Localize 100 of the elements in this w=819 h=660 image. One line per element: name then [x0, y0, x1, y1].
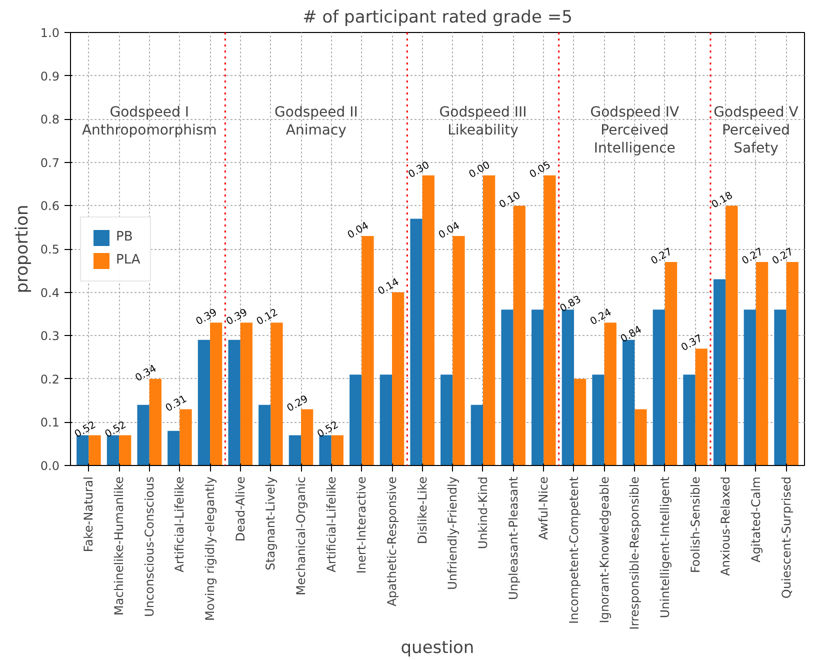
bar — [149, 378, 162, 466]
annotation: 0.24 — [588, 307, 614, 328]
annotation: 0.30 — [406, 160, 432, 181]
bar — [440, 374, 453, 466]
x-tick-label: Stagnant-Lively — [264, 476, 278, 570]
bar — [744, 310, 756, 466]
x-tick-label: Artificial-Lifelike — [324, 476, 338, 572]
bar — [652, 310, 665, 466]
bar — [168, 430, 180, 466]
x-tick-label: Quiescent-Surprised — [779, 476, 794, 598]
chart-title: # of participant rated grade =5 — [302, 8, 572, 28]
annotation: Godspeed IV Perceived Intelligence — [590, 104, 680, 157]
x-tick-label: Unfriendly-Friendly — [446, 476, 460, 590]
bar — [228, 340, 240, 466]
y-tick-label: 0.7 — [40, 156, 60, 170]
annotation: 0.83 — [558, 294, 584, 315]
bar — [482, 175, 496, 466]
annotation: 0.14 — [376, 276, 402, 298]
bar — [726, 206, 738, 466]
bar — [350, 374, 362, 466]
bar — [392, 292, 404, 466]
x-tick-label: Irresponsible-Responsible — [628, 476, 642, 630]
annotation: 0.27 — [770, 246, 796, 268]
x-tick-label: Awful-Nice — [536, 476, 551, 540]
bar — [452, 236, 465, 466]
x-tick-label: Unconscious-Conscious — [142, 476, 156, 617]
annotation: 0.52 — [73, 420, 98, 440]
x-tick-label: Dead-Alive — [233, 476, 248, 542]
annotation: 0.52 — [103, 420, 128, 440]
annotation: 0.04 — [346, 220, 371, 242]
bar — [362, 236, 374, 466]
annotation: 0.29 — [285, 394, 310, 414]
x-axis-title: question — [400, 638, 474, 658]
bar — [240, 322, 252, 466]
x-tick-label: Fake-Natural — [82, 476, 96, 552]
bar — [695, 348, 708, 466]
bar — [137, 404, 150, 466]
bar — [470, 404, 483, 466]
bar — [574, 378, 586, 466]
bar — [119, 435, 132, 466]
bar — [756, 262, 768, 466]
bar — [544, 175, 556, 466]
y-tick-label: 0.4 — [40, 286, 60, 300]
bar — [513, 206, 526, 466]
bar — [422, 175, 434, 466]
x-tick-label: Anxious-Relaxed — [718, 476, 733, 576]
bar — [210, 322, 222, 466]
bar — [106, 435, 120, 466]
bar — [786, 262, 798, 466]
x-tick-label: Inert-Interactive — [354, 476, 369, 574]
annotation: 0.18 — [710, 190, 735, 211]
bar — [258, 404, 271, 466]
annotation: 0.27 — [649, 246, 674, 268]
y-tick-label: 0.6 — [40, 199, 60, 214]
x-tick-label: Incompetent-Competent — [566, 476, 581, 624]
bar — [714, 279, 726, 466]
bar — [270, 322, 283, 466]
annotation: Godspeed V Perceived Safety — [714, 104, 799, 157]
x-tick-label: Ignorant-Knowledgeable — [597, 476, 612, 624]
x-tick-label: Artificial-Lifelike — [172, 476, 187, 572]
bar — [604, 322, 616, 466]
legend-label: PLA — [116, 252, 140, 268]
bar — [288, 435, 302, 466]
bar — [774, 310, 786, 466]
annotation: 0.39 — [194, 307, 220, 328]
bar — [319, 435, 332, 466]
y-axis-title: proportion — [12, 204, 32, 294]
bar — [88, 435, 101, 466]
annotation: Godspeed III Likeability — [439, 104, 527, 139]
bar — [634, 409, 647, 466]
annotation: 0.52 — [316, 420, 340, 440]
bar — [301, 409, 314, 466]
annotation: 0.05 — [528, 160, 553, 181]
x-tick-label: Apathetic-Responsive — [385, 476, 400, 606]
bar — [592, 374, 604, 466]
bar — [562, 310, 574, 466]
x-tick-label: Moving rigidly-elegantly — [203, 476, 218, 621]
x-tick-label: Foolish-Sensible — [688, 476, 702, 574]
bar — [532, 310, 544, 466]
bar — [410, 218, 422, 466]
bar — [180, 409, 192, 466]
annotation: 0.31 — [164, 394, 189, 414]
x-tick-label: Unintelligent-Intelligent — [658, 476, 672, 618]
bar — [380, 374, 392, 466]
x-tick-label: Agitated-Calm — [748, 476, 763, 563]
y-tick-label: 0.9 — [40, 69, 60, 84]
annotation: 0.34 — [134, 363, 158, 384]
x-tick-label: Mechanical-Organic — [294, 476, 308, 596]
bar — [331, 435, 344, 466]
y-tick-label: 0.2 — [40, 372, 60, 386]
annotation: 0.10 — [498, 190, 522, 211]
bar — [683, 374, 696, 466]
annotation: 0.00 — [467, 160, 492, 181]
bar — [501, 310, 514, 466]
y-tick-label: 1.0 — [40, 26, 60, 40]
x-tick-label: Dislike-Like — [415, 476, 430, 544]
annotation: Godspeed I Anthropomorphism — [82, 104, 217, 139]
annotation: 0.12 — [255, 307, 280, 328]
annotation: 0.39 — [224, 307, 250, 328]
legend-label: PB — [116, 230, 134, 244]
